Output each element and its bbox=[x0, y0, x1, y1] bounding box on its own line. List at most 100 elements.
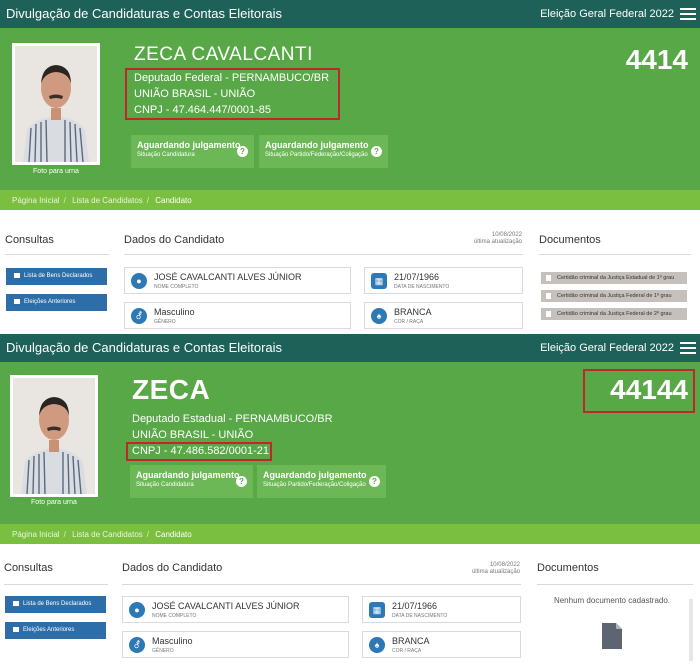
document-link[interactable]: Certidão criminal da Justiça Estadual de… bbox=[541, 272, 687, 284]
card-race: ♠ BRANCA COR / RAÇA bbox=[362, 631, 521, 658]
candidate-number: 4414 bbox=[625, 44, 688, 75]
card-value: Masculino bbox=[154, 307, 195, 317]
candidate-number: 44144 bbox=[610, 374, 688, 405]
person-standing-icon: ♠ bbox=[371, 308, 387, 324]
card-full-name: ● JOSÉ CAVALCANTI ALVES JÚNIOR NOME COMP… bbox=[124, 267, 351, 294]
candidate-office: Deputado Federal - PERNAMBUCO/BR bbox=[134, 72, 330, 84]
card-label: GÊNERO bbox=[154, 319, 176, 325]
dados-title: Dados do Candidato bbox=[124, 234, 225, 246]
eleicoes-anteriores-button[interactable]: Eleições Anteriores bbox=[6, 294, 107, 311]
card-full-name: ● JOSÉ CAVALCANTI ALVES JÚNIOR NOME COMP… bbox=[122, 596, 349, 623]
card-label: COR / RAÇA bbox=[392, 648, 422, 654]
button-label: Eleições Anteriores bbox=[24, 299, 76, 305]
candidate-office: Deputado Estadual - PERNAMBUCO/BR bbox=[132, 413, 333, 425]
card-label: COR / RAÇA bbox=[394, 319, 424, 325]
status-value: Aguardando julgamento bbox=[137, 140, 241, 150]
site-title[interactable]: Divulgação de Candidaturas e Contas Elei… bbox=[6, 6, 283, 21]
status-label: Situação Candidatura bbox=[136, 482, 194, 488]
person-standing-icon: ♠ bbox=[369, 637, 385, 653]
person-icon: ● bbox=[131, 273, 147, 289]
divider bbox=[122, 584, 521, 585]
highlight-box bbox=[125, 68, 340, 120]
candidate-cnpj: CNPJ - 47.464.447/0001-85 bbox=[134, 104, 271, 116]
election-name: Eleição Geral Federal 2022 bbox=[540, 342, 674, 354]
calendar-icon: ▦ bbox=[371, 273, 387, 289]
menu-icon[interactable] bbox=[680, 8, 696, 20]
breadcrumb-candidates[interactable]: Lista de Candidatos bbox=[72, 530, 143, 539]
photo-caption: Foto para urna bbox=[33, 168, 79, 175]
document-link[interactable]: Certidão criminal da Justiça Federal de … bbox=[541, 290, 687, 302]
menu-icon[interactable] bbox=[680, 342, 696, 354]
documentos-title: Documentos bbox=[539, 234, 601, 246]
eleicoes-anteriores-button[interactable]: Eleições Anteriores bbox=[5, 622, 106, 639]
candidate-name: ZECA CAVALCANTI bbox=[134, 44, 313, 65]
divider bbox=[124, 254, 523, 255]
card-gender: ⚦ Masculino GÊNERO bbox=[122, 631, 349, 658]
no-documents-message: Nenhum documento cadastrado. bbox=[553, 596, 671, 605]
updated-label: última atualização bbox=[473, 239, 522, 245]
breadcrumb-current: Candidato bbox=[155, 196, 192, 205]
card-label: GÊNERO bbox=[152, 648, 174, 654]
document-link[interactable]: Certidão criminal da Justiça Federal de … bbox=[541, 308, 687, 320]
site-title[interactable]: Divulgação de Candidaturas e Contas Elei… bbox=[6, 340, 283, 355]
status-label: Situação Candidatura bbox=[137, 152, 195, 158]
help-icon[interactable]: ? bbox=[371, 146, 382, 157]
help-icon[interactable]: ? bbox=[369, 476, 380, 487]
documents-scrollbar[interactable] bbox=[689, 599, 693, 661]
photo-caption: Foto para urna bbox=[31, 499, 77, 506]
status-label: Situação Partido/Federação/Coligação bbox=[263, 482, 366, 488]
help-icon[interactable]: ? bbox=[236, 476, 247, 487]
breadcrumb-candidates[interactable]: Lista de Candidatos bbox=[72, 196, 143, 205]
divider bbox=[537, 584, 693, 585]
top-bar: Divulgação de Candidaturas e Contas Elei… bbox=[0, 334, 700, 362]
election-name: Eleição Geral Federal 2022 bbox=[540, 8, 674, 20]
candidate-header: Foto para urna ZECA Deputado Estadual - … bbox=[0, 362, 700, 524]
card-value: BRANCA bbox=[394, 307, 432, 317]
consultas-title: Consultas bbox=[5, 234, 54, 246]
status-partido: Aguardando julgamento Situação Partido/F… bbox=[257, 465, 386, 498]
status-value: Aguardando julgamento bbox=[265, 140, 369, 150]
card-race: ♠ BRANCA COR / RAÇA bbox=[364, 302, 523, 329]
card-birth-date: ▦ 21/07/1966 DATA DE NASCIMENTO bbox=[364, 267, 523, 294]
status-value: Aguardando julgamento bbox=[263, 470, 367, 480]
card-gender: ⚦ Masculino GÊNERO bbox=[124, 302, 351, 329]
highlight-box bbox=[583, 369, 695, 413]
breadcrumb: Página Inicial / Lista de Candidatos / Can… bbox=[0, 190, 700, 210]
candidate-portrait-image bbox=[15, 46, 97, 162]
card-value: JOSÉ CAVALCANTI ALVES JÚNIOR bbox=[154, 272, 302, 282]
person-icon: ● bbox=[129, 602, 145, 618]
status-candidatura: Aguardando julgamento Situação Candidatu… bbox=[130, 465, 253, 498]
card-value: BRANCA bbox=[392, 636, 430, 646]
updated-label: última atualização bbox=[471, 569, 520, 575]
button-label: Eleições Anteriores bbox=[23, 627, 75, 633]
candidate-header: Foto para urna ZECA CAVALCANTI Deputado … bbox=[0, 28, 700, 190]
card-value: 21/07/1966 bbox=[394, 272, 440, 282]
breadcrumb: Página Inicial / Lista de Candidatos / Can… bbox=[0, 524, 700, 544]
button-label: Lista de Bens Declarados bbox=[24, 273, 93, 279]
candidate-photo bbox=[10, 375, 98, 497]
last-updated: 10/08/2022 última atualização bbox=[440, 232, 522, 246]
calendar-icon: ▦ bbox=[369, 602, 385, 618]
divider bbox=[539, 254, 691, 255]
candidate-party: UNIÃO BRASIL - UNIÃO bbox=[134, 88, 256, 100]
card-birth-date: ▦ 21/07/1966 DATA DE NASCIMENTO bbox=[362, 596, 521, 623]
status-value: Aguardando julgamento bbox=[136, 470, 240, 480]
breadcrumb-home[interactable]: Página Inicial bbox=[12, 196, 60, 205]
updated-date: 10/08/2022 bbox=[491, 232, 522, 238]
help-icon[interactable]: ? bbox=[237, 146, 248, 157]
document-icon bbox=[602, 623, 622, 649]
breadcrumb-home[interactable]: Página Inicial bbox=[12, 530, 60, 539]
card-value: Masculino bbox=[152, 636, 193, 646]
bens-declarados-button[interactable]: Lista de Bens Declarados bbox=[5, 596, 106, 613]
panel-separator bbox=[0, 330, 700, 334]
status-partido: Aguardando julgamento Situação Partido/F… bbox=[259, 135, 388, 168]
bens-declarados-button[interactable]: Lista de Bens Declarados bbox=[6, 268, 107, 285]
candidate-portrait-image bbox=[13, 378, 95, 494]
card-label: NOME COMPLETO bbox=[152, 613, 197, 619]
card-label: DATA DE NASCIMENTO bbox=[392, 613, 448, 619]
card-value: JOSÉ CAVALCANTI ALVES JÚNIOR bbox=[152, 601, 300, 611]
candidate-name: ZECA bbox=[132, 374, 211, 405]
status-candidatura: Aguardando julgamento Situação Candidatu… bbox=[131, 135, 254, 168]
dados-title: Dados do Candidato bbox=[122, 562, 223, 574]
updated-date: 10/08/2022 bbox=[489, 562, 520, 568]
